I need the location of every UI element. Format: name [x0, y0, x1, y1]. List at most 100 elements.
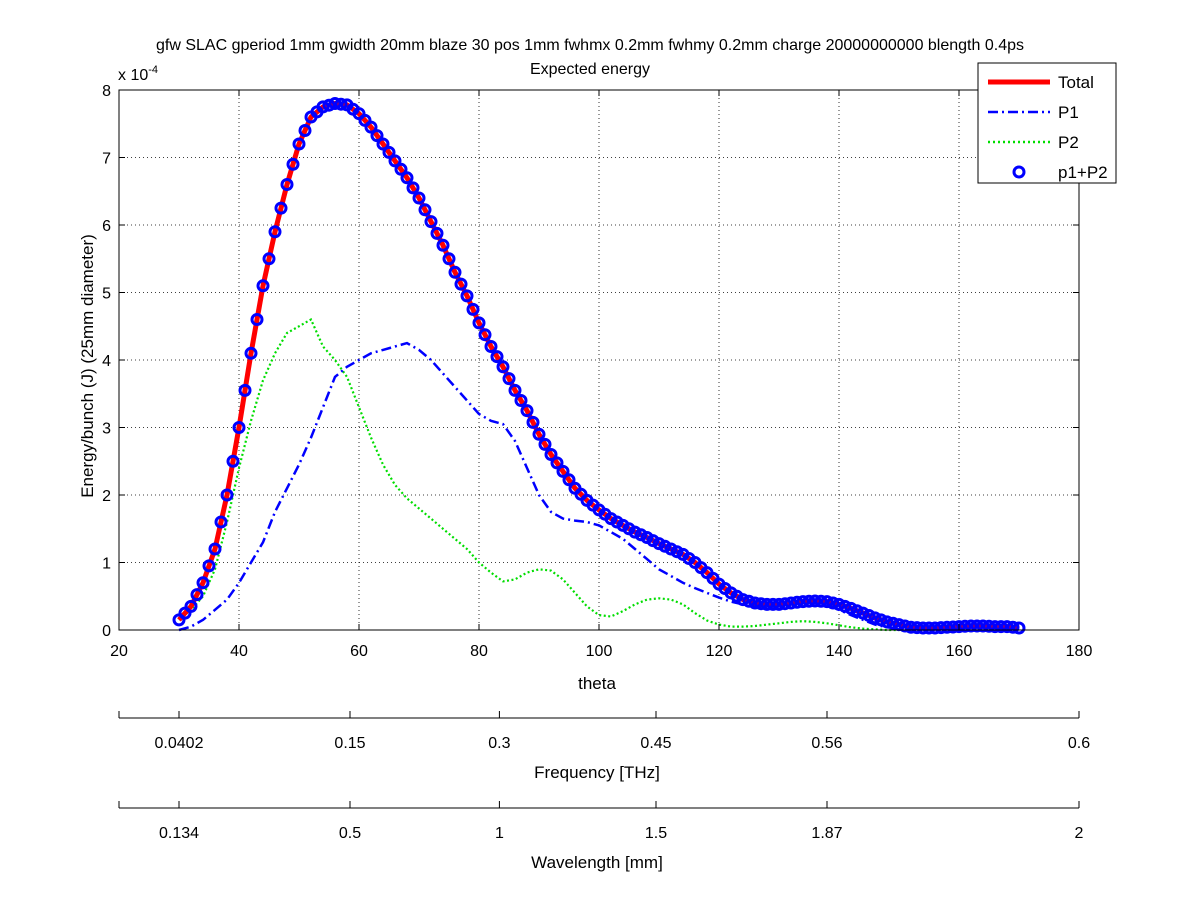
series-p1p2-marker: [472, 316, 486, 330]
series-p1p2-marker: [1006, 620, 1020, 634]
series-p1p2-marker: [934, 621, 948, 635]
series-p1p2-marker: [790, 595, 804, 609]
series-p1p2-marker: [496, 360, 510, 374]
series-p1p2-marker: [898, 619, 912, 633]
series-p1p2-marker: [784, 596, 798, 610]
x-axis-label: theta: [578, 674, 616, 693]
series-p1p2-marker: [1000, 620, 1014, 634]
series-p1p2-marker: [796, 595, 810, 609]
series-p1p2-marker: [778, 597, 792, 611]
series-p1p2-marker: [400, 171, 414, 185]
series-p1p2-marker: [208, 542, 222, 556]
series-p1p2-marker: [184, 599, 198, 613]
series-p1p2-marker: [466, 302, 480, 316]
series-p1p2-marker: [238, 383, 252, 397]
series-p2-line: [178, 317, 899, 632]
series-p1p2-marker: [856, 606, 870, 620]
series-p1p2-marker: [766, 597, 780, 611]
legend-p1p2-label: p1+P2: [1058, 163, 1108, 182]
series-p1p2-marker: [250, 313, 264, 326]
series-p1p2-marker: [460, 289, 474, 303]
series-p1p2-marker: [394, 162, 408, 176]
plot-series: [172, 97, 1026, 635]
grid-lines: [119, 90, 1079, 630]
series-p1p2-marker: [1012, 621, 1026, 635]
y-tick-label: 7: [102, 151, 111, 168]
series-p1p2-marker: [442, 252, 456, 266]
series-p1p2-marker: [958, 619, 972, 633]
secondary-axis-tick-label: 1: [495, 825, 504, 842]
series-p1p2-marker: [850, 604, 864, 618]
series-p1p2-marker: [562, 473, 576, 487]
y-exponent-power: -4: [148, 64, 158, 76]
legend-p1p2-marker: [1012, 165, 1026, 179]
series-p1p2-marker: [292, 137, 306, 151]
secondary-axis-tick-label: 1.5: [645, 825, 667, 842]
series-p1p2-marker: [880, 615, 894, 629]
series-p1p2-marker: [418, 203, 432, 217]
series-p1p2-marker: [202, 559, 216, 573]
series-p1p2-marker: [820, 595, 834, 609]
secondary-axis-label: Wavelength [mm]: [531, 853, 663, 872]
legend-p1-label: P1: [1058, 103, 1079, 122]
secondary-axis-tick-label: 0.3: [488, 735, 510, 752]
series-p1p2-marker: [928, 621, 942, 635]
x-tick-label: 120: [706, 643, 733, 660]
series-p1p2-marker: [916, 621, 930, 635]
series-p1p2-marker: [742, 594, 756, 608]
series-p1p2-marker: [544, 448, 558, 461]
series-p1p2-marker: [364, 120, 378, 134]
series-p1p2-marker: [436, 238, 450, 252]
series-p1p2-marker: [478, 328, 492, 342]
x-tick-label: 80: [470, 643, 488, 660]
y-axis-label: Energy/bunch (J) (25mm diameter): [78, 234, 97, 498]
series-p1p2-marker: [802, 594, 816, 608]
series-p1p2-marker: [736, 593, 750, 607]
series-p1p2-marker: [508, 383, 522, 397]
y-tick-label: 0: [102, 623, 111, 640]
series-p1p2-marker: [520, 404, 534, 418]
series-p1p2-marker: [388, 154, 402, 168]
y-tick-label: 4: [102, 353, 111, 370]
series-p1p2-marker: [844, 601, 858, 615]
series-p1p2-marker: [526, 415, 540, 429]
series-p1p2-marker: [316, 100, 330, 114]
series-p1p2-marker: [280, 178, 294, 191]
secondary-axis-tick-label: 0.56: [811, 735, 842, 752]
secondary-axis-tick-label: 0.45: [640, 735, 671, 752]
x-tick-label: 180: [1066, 643, 1093, 660]
secondary-axis-tick-label: 0.5: [339, 825, 361, 842]
series-p1p2-marker: [406, 181, 420, 195]
series-p1p2-marker: [754, 597, 768, 611]
series-p1p2-marker: [826, 596, 840, 610]
series-p1p2-marker: [976, 619, 990, 633]
series-p1p2-marker: [244, 346, 258, 360]
chart-title: gfw SLAC gperiod 1mm gwidth 20mm blaze 3…: [156, 37, 1024, 54]
y-tick-label: 3: [102, 421, 111, 438]
secondary-axis-label: Frequency [THz]: [534, 763, 660, 782]
series-p1p2-marker: [550, 456, 564, 470]
y-tick-label: 8: [102, 83, 111, 100]
series-p1p2-marker: [220, 488, 234, 502]
series-p1p2-marker: [904, 620, 918, 634]
series-p1p2-marker: [376, 137, 390, 151]
series-p1p2-marker: [274, 201, 288, 215]
series-p1p2-marker: [910, 621, 924, 635]
y-tick-label: 5: [102, 286, 111, 303]
series-p1p2-marker: [424, 215, 438, 229]
y-exponent-base: x 10: [118, 67, 148, 84]
series-p1p2-marker: [772, 597, 786, 611]
series-p1p2-marker: [940, 620, 954, 634]
x-tick-label: 20: [110, 643, 128, 660]
legend-total-label: Total: [1058, 73, 1094, 92]
series-p1p2-marker: [448, 265, 462, 279]
series-p1p2-marker: [298, 124, 312, 137]
series-p1p2-marker: [322, 98, 336, 112]
series-p1p2-marker: [262, 252, 276, 266]
series-p1p2-marker: [484, 340, 498, 353]
chart-subtitle: Expected energy: [530, 61, 650, 78]
series-p1p2-marker: [382, 145, 396, 159]
x-tick-label: 60: [350, 643, 368, 660]
series-p1p2-marker: [748, 596, 762, 610]
series-p1p2-marker: [532, 427, 546, 441]
